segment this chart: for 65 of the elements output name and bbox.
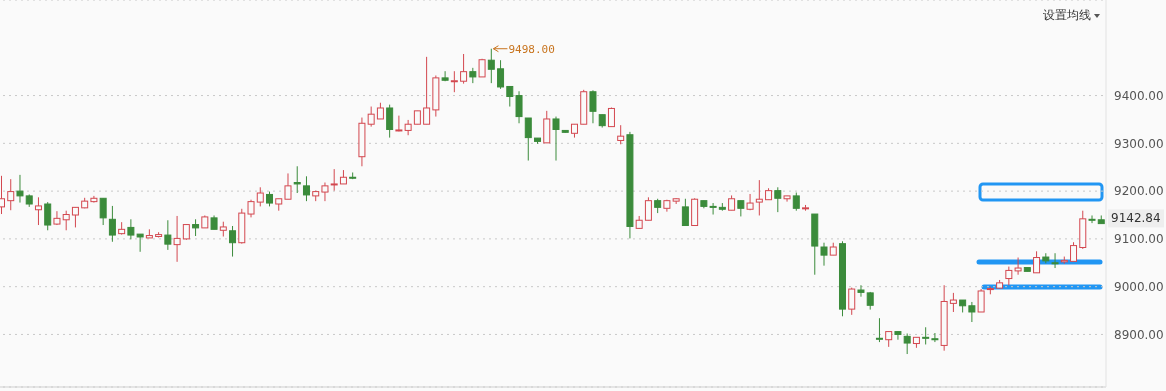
y-tick-label: 9000.00 [1114, 279, 1164, 294]
annotation: 设置均线 [1043, 7, 1091, 24]
candlestick [34, 196, 42, 226]
candlestick [367, 106, 375, 128]
candlestick [931, 332, 939, 343]
candlestick [71, 206, 79, 228]
candlestick [792, 192, 800, 212]
candlestick [552, 116, 560, 162]
candlestick [293, 165, 301, 194]
candlestick [386, 104, 394, 139]
annotation: 9498.00 [508, 42, 555, 56]
candlestick [164, 219, 172, 251]
candlestick [7, 178, 15, 211]
candlestick [284, 172, 292, 200]
candlestick [617, 124, 625, 145]
candlestick [53, 210, 61, 226]
candlestick [497, 59, 505, 90]
candlestick [321, 182, 329, 202]
candlestick [441, 70, 449, 82]
candlestick [857, 284, 865, 298]
candlestick [330, 168, 338, 192]
candlestick [903, 332, 911, 355]
candlestick [746, 193, 754, 211]
candlestick [774, 186, 782, 213]
candlestick [99, 197, 107, 226]
candlestick [1033, 250, 1041, 274]
y-tick-label: 8900.00 [1114, 327, 1164, 342]
y-tick-label: 9100.00 [1114, 232, 1164, 247]
candlestick [506, 85, 514, 108]
candlestick [1014, 257, 1022, 276]
candlestick [450, 70, 458, 93]
candlestick [1005, 266, 1013, 286]
candlestick [644, 196, 652, 221]
candlestick [423, 56, 431, 125]
candlestick [977, 288, 985, 313]
candlestick [1051, 252, 1059, 269]
candlestick [16, 174, 24, 204]
candlestick [1088, 214, 1096, 224]
candlestick [487, 48, 495, 84]
candlestick [755, 179, 763, 216]
candlestick [543, 110, 551, 144]
candlestick [515, 90, 523, 124]
candlestick [44, 201, 52, 231]
y-tick-label: 9400.00 [1114, 88, 1164, 103]
candlestick [848, 287, 856, 316]
candlestick [229, 225, 237, 258]
candlestick [894, 331, 902, 341]
candlestick [681, 198, 689, 227]
candlestick [875, 317, 883, 343]
candlestick [302, 175, 310, 202]
y-tick-label: 9200.00 [1114, 184, 1164, 199]
candlestick [62, 210, 70, 231]
candlestick [256, 186, 264, 207]
candlestick [949, 292, 957, 313]
candlestick [1070, 241, 1078, 262]
candlestick [820, 242, 828, 267]
candlestick [173, 215, 181, 263]
candlestick [460, 53, 468, 85]
candlestick [783, 195, 791, 203]
candlestick [968, 301, 976, 323]
candlestick [589, 89, 597, 124]
text: 9142.84 [1111, 211, 1161, 226]
candlestick [524, 117, 532, 162]
y-tick-label: 9300.00 [1114, 136, 1164, 151]
candlestick [108, 205, 116, 243]
